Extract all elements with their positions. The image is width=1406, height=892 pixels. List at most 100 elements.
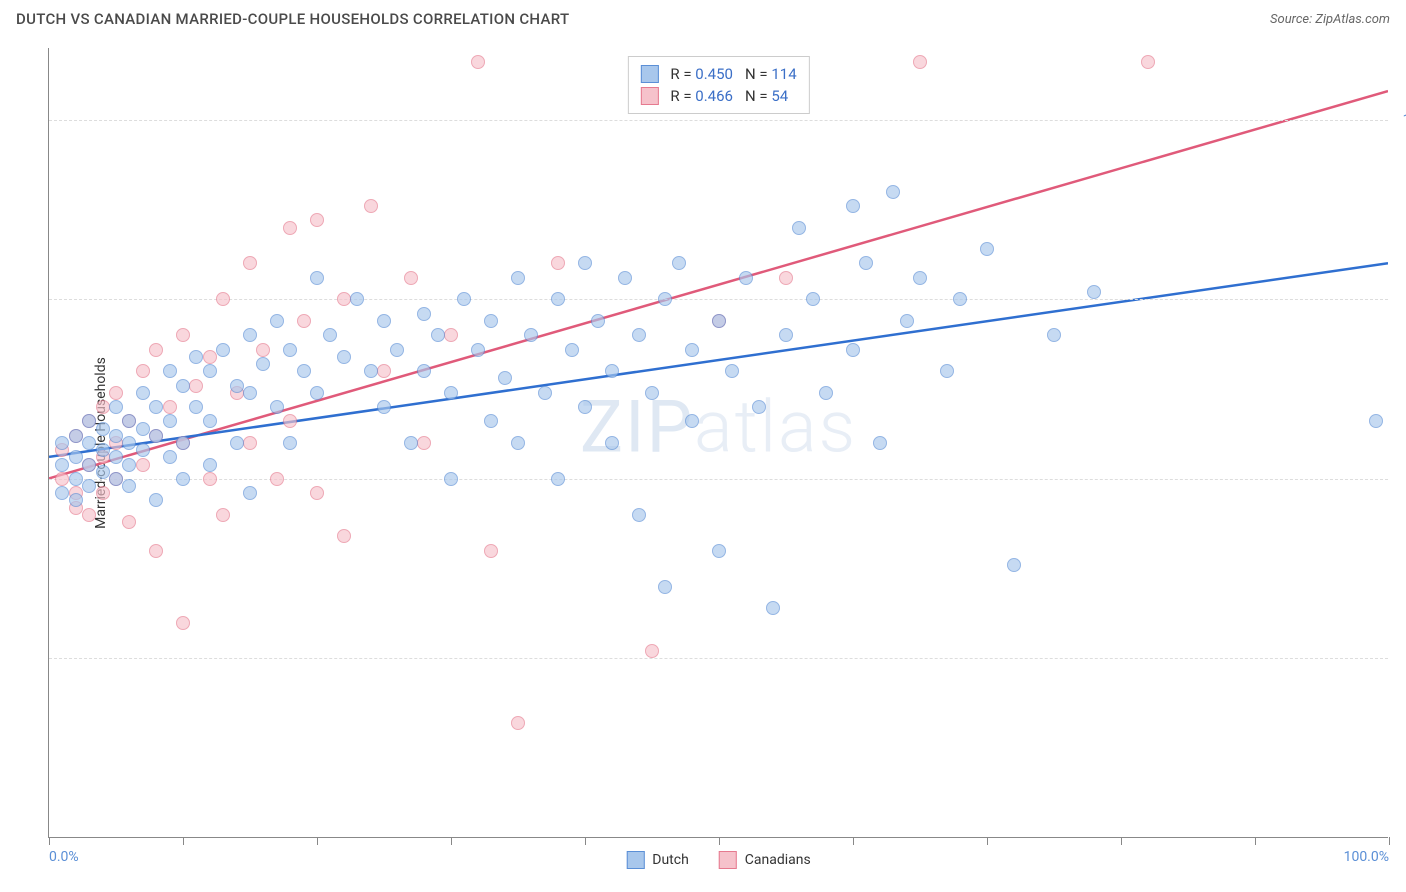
data-point (122, 515, 136, 529)
data-point (149, 400, 163, 414)
data-point (806, 292, 820, 306)
data-point (444, 386, 458, 400)
legend-stats: R = 0.450 N = 114 R = 0.466 N = 54 (627, 56, 809, 114)
data-point (859, 256, 873, 270)
data-point (779, 271, 793, 285)
data-point (940, 364, 954, 378)
data-point (444, 472, 458, 486)
data-point (69, 493, 83, 507)
data-point (471, 343, 485, 357)
data-point (230, 379, 244, 393)
data-point (243, 486, 257, 500)
data-point (216, 508, 230, 522)
data-point (632, 328, 646, 342)
plot-area: ZIPatlas R = 0.450 N = 114 R = 0.466 N =… (49, 48, 1388, 837)
x-tick (183, 837, 184, 845)
data-point (176, 436, 190, 450)
data-point (109, 472, 123, 486)
data-point (109, 450, 123, 464)
data-point (163, 414, 177, 428)
data-point (256, 343, 270, 357)
data-point (471, 55, 485, 69)
data-point (913, 271, 927, 285)
data-point (163, 364, 177, 378)
data-point (511, 436, 525, 450)
data-point (766, 601, 780, 615)
data-point (819, 386, 833, 400)
data-point (337, 529, 351, 543)
data-point (96, 443, 110, 457)
data-point (886, 185, 900, 199)
x-tick-label: 100.0% (1344, 849, 1389, 865)
data-point (1141, 55, 1155, 69)
data-point (591, 314, 605, 328)
x-tick (1255, 837, 1256, 845)
data-point (82, 508, 96, 522)
data-point (337, 292, 351, 306)
x-tick (49, 837, 50, 845)
data-point (457, 292, 471, 306)
data-point (203, 472, 217, 486)
data-point (538, 386, 552, 400)
data-point (484, 314, 498, 328)
data-point (136, 458, 150, 472)
data-point (203, 350, 217, 364)
data-point (377, 400, 391, 414)
data-point (618, 271, 632, 285)
data-point (377, 364, 391, 378)
data-point (82, 414, 96, 428)
data-point (283, 414, 297, 428)
data-point (551, 472, 565, 486)
x-tick (1389, 837, 1390, 845)
data-point (685, 414, 699, 428)
data-point (149, 544, 163, 558)
data-point (82, 436, 96, 450)
data-point (792, 221, 806, 235)
data-point (712, 544, 726, 558)
data-point (69, 472, 83, 486)
data-point (243, 328, 257, 342)
data-point (779, 328, 793, 342)
data-point (82, 479, 96, 493)
data-point (551, 256, 565, 270)
source-attribution: Source: ZipAtlas.com (1270, 12, 1390, 27)
data-point (203, 458, 217, 472)
data-point (417, 364, 431, 378)
data-point (752, 400, 766, 414)
data-point (417, 436, 431, 450)
data-point (645, 386, 659, 400)
x-tick (987, 837, 988, 845)
x-tick (451, 837, 452, 845)
chart-container: Married-couple Households ZIPatlas R = 0… (48, 48, 1388, 838)
data-point (163, 400, 177, 414)
data-point (230, 436, 244, 450)
data-point (873, 436, 887, 450)
x-tick (317, 837, 318, 845)
data-point (163, 450, 177, 464)
data-point (109, 386, 123, 400)
data-point (109, 400, 123, 414)
data-point (69, 429, 83, 443)
data-point (96, 400, 110, 414)
data-point (109, 429, 123, 443)
data-point (417, 307, 431, 321)
data-point (270, 400, 284, 414)
data-point (149, 429, 163, 443)
gridline (49, 299, 1388, 300)
data-point (685, 343, 699, 357)
data-point (55, 486, 69, 500)
x-tick (719, 837, 720, 845)
data-point (524, 328, 538, 342)
data-point (1007, 558, 1021, 572)
data-point (605, 364, 619, 378)
x-tick (853, 837, 854, 845)
swatch-icon (626, 851, 644, 869)
data-point (1087, 285, 1101, 299)
gridline (49, 120, 1388, 121)
data-point (511, 716, 525, 730)
chart-title: DUTCH VS CANADIAN MARRIED-COUPLE HOUSEHO… (16, 10, 569, 28)
data-point (444, 328, 458, 342)
data-point (632, 508, 646, 522)
data-point (404, 436, 418, 450)
data-point (578, 256, 592, 270)
